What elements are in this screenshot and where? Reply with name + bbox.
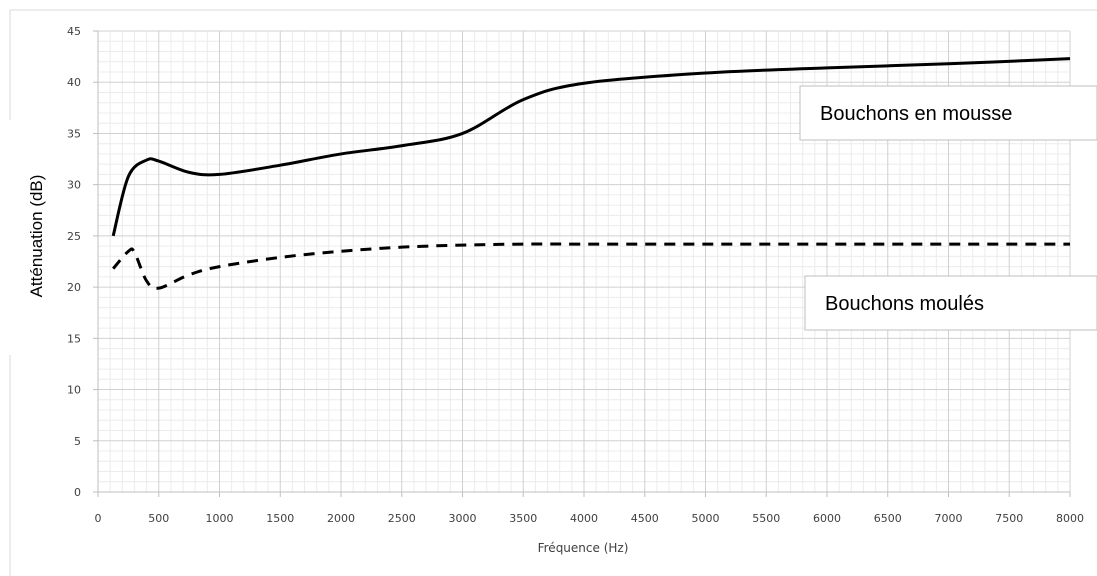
x-tick-label: 500 <box>148 512 169 525</box>
x-tick-label: 6000 <box>813 512 841 525</box>
x-tick-label: 3000 <box>449 512 477 525</box>
x-tick-label: 5500 <box>752 512 780 525</box>
legend-molded-label: Bouchons moulés <box>825 293 984 315</box>
series-line-foam <box>111 57 1071 237</box>
x-tick-label: 1500 <box>266 512 294 525</box>
y-tick-label: 35 <box>67 127 81 140</box>
x-tick-label: 6500 <box>874 512 902 525</box>
legend-foam-label: Bouchons en mousse <box>820 103 1012 125</box>
axes <box>93 30 1071 497</box>
x-tick-label: 7000 <box>935 512 963 525</box>
y-tick-label: 25 <box>67 230 81 243</box>
y-axis-title: Atténuation (dB) <box>27 175 46 298</box>
y-tick-label: 15 <box>67 332 81 345</box>
legend-molded-box <box>804 275 1097 331</box>
x-tick-label: 0 <box>95 512 102 525</box>
x-tick-label: 4500 <box>631 512 659 525</box>
x-tick-label: 5000 <box>692 512 720 525</box>
y-tick-label: 5 <box>74 435 81 448</box>
y-tick-label: 10 <box>67 384 81 397</box>
y-tick-label: 45 <box>67 25 81 38</box>
y-axis-tick-labels: 0 5 10 15 20 25 30 35 40 45 <box>67 25 81 499</box>
legend-foam-box <box>799 85 1097 141</box>
x-tick-label: 2000 <box>327 512 355 525</box>
y-tick-label: 30 <box>67 179 81 192</box>
legend-foam: Bouchons en mousse <box>799 85 1097 141</box>
x-tick-label: 1000 <box>206 512 234 525</box>
x-axis-title: Fréquence (Hz) <box>538 541 629 555</box>
x-tick-label: 3500 <box>509 512 537 525</box>
legend-molded: Bouchons moulés <box>804 275 1097 331</box>
x-tick-label: 4000 <box>570 512 598 525</box>
x-tick-label: 2500 <box>388 512 416 525</box>
y-tick-label: 0 <box>74 486 81 499</box>
x-tick-label: 7500 <box>995 512 1023 525</box>
x-tick-label: 8000 <box>1056 512 1084 525</box>
x-axis-tick-labels: 0 500 1000 1500 2000 2500 3000 3500 4000 4500 5000… <box>95 512 1085 525</box>
y-tick-label: 40 <box>67 76 81 89</box>
series-line-molded <box>112 242 1070 290</box>
y-tick-label: 20 <box>67 281 81 294</box>
major-gridlines <box>98 30 1071 492</box>
series-layer <box>111 57 1071 290</box>
